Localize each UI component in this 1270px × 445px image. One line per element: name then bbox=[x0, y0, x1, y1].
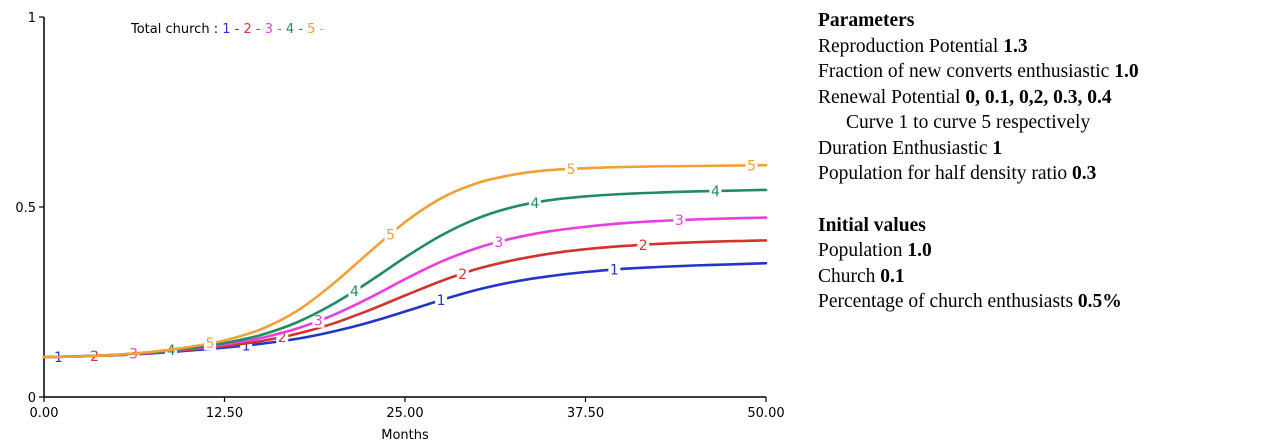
initial-label: Percentage of church enthusiasts bbox=[818, 291, 1074, 312]
initial-value: 1.0 bbox=[907, 240, 932, 261]
curve-label-bg bbox=[565, 161, 578, 176]
curve-label-5: 5 bbox=[567, 162, 576, 178]
series-line-4 bbox=[42, 188, 768, 359]
initial-label: Church bbox=[818, 265, 876, 287]
curve-label-1: 1 bbox=[242, 338, 251, 354]
line-chart: 0 0.5 1 0.00 12.50 25.00 37.50 50.00 Months 1 1 1 1… bbox=[15, 11, 784, 443]
curve-label-bg bbox=[492, 234, 505, 250]
curve-label-bg bbox=[348, 282, 361, 298]
series-line-3 bbox=[42, 216, 768, 359]
chart-legend: Total church : 1 - 2 - 3 - 4 - 5 - bbox=[130, 22, 325, 37]
legend-entry-4: 4 - bbox=[286, 22, 307, 37]
y-tick-label: 1 bbox=[28, 11, 36, 26]
legend-text: Total church : 1 - 2 - 3 - 4 - 5 - bbox=[130, 22, 325, 37]
curve-label-1: 1 bbox=[437, 293, 446, 309]
param-reproduction-potential: Reproduction Potential 1.3 bbox=[818, 34, 1258, 60]
y-tick-label: 0.5 bbox=[15, 201, 36, 216]
param-label: Fraction of new converts enthusiastic bbox=[818, 61, 1110, 82]
curve-label-bg bbox=[709, 182, 722, 198]
curve-label-4: 4 bbox=[167, 343, 176, 359]
param-label: Population for half density ratio bbox=[818, 163, 1068, 184]
initial-value: 0.1 bbox=[880, 265, 905, 287]
legend-entry-5: 5 - bbox=[307, 22, 324, 37]
param-half-density: Population for half density ratio 0.3 bbox=[818, 161, 1258, 187]
curve-label-3: 3 bbox=[494, 235, 503, 251]
curve-label-2: 2 bbox=[458, 267, 467, 283]
curve-label-5: 5 bbox=[206, 336, 215, 352]
curve-label-bg bbox=[637, 236, 650, 252]
legend-entry-3: 3 - bbox=[265, 22, 286, 37]
curve-label-1: 1 bbox=[610, 263, 619, 279]
series-line-1 bbox=[42, 261, 768, 359]
legend-entry-1: 1 - bbox=[222, 22, 243, 37]
param-label: Reproduction Potential bbox=[818, 35, 999, 57]
param-value: 0, 0.1, 0,2, 0.3, 0.4 bbox=[965, 86, 1112, 108]
curve-label-4: 4 bbox=[530, 196, 539, 212]
curve-label-bg bbox=[673, 212, 686, 228]
curve-label-3: 3 bbox=[314, 314, 323, 330]
parameters-panel: Parameters Reproduction Potential 1.3 Fr… bbox=[818, 8, 1258, 315]
curve-label-bg bbox=[528, 194, 541, 210]
series-line-5 bbox=[42, 163, 768, 359]
curve-label-bg bbox=[435, 292, 448, 308]
renewal-note: Curve 1 to curve 5 respectively bbox=[846, 112, 1091, 133]
x-tick-label: 0.00 bbox=[30, 406, 59, 421]
x-tick-label: 25.00 bbox=[386, 406, 423, 421]
param-value: 1.3 bbox=[1003, 35, 1028, 57]
param-fraction-enthusiastic: Fraction of new converts enthusiastic 1.… bbox=[818, 59, 1258, 85]
initial-value: 0.5% bbox=[1077, 291, 1122, 312]
param-value: 1.0 bbox=[1114, 61, 1139, 82]
param-label: Renewal Potential bbox=[818, 86, 961, 108]
param-label: Duration Enthusiastic bbox=[818, 137, 988, 159]
param-value: 0.3 bbox=[1072, 163, 1097, 184]
curve-label-4: 4 bbox=[350, 284, 359, 300]
x-tick-label: 37.50 bbox=[567, 406, 604, 421]
curve-label-bg bbox=[456, 265, 469, 281]
initial-enthusiasts: Percentage of church enthusiasts 0.5% bbox=[818, 289, 1258, 315]
param-value: 1 bbox=[992, 137, 1003, 159]
initial-population: Population 1.0 bbox=[818, 238, 1258, 264]
curve-label-2: 2 bbox=[639, 238, 648, 254]
curve-label-bg bbox=[384, 226, 397, 242]
legend-entry-2: 2 - bbox=[243, 22, 264, 37]
param-renewal-potential: Renewal Potential 0, 0.1, 0,2, 0.3, 0.4 bbox=[818, 85, 1258, 111]
parameters-heading: Parameters bbox=[818, 10, 915, 31]
initial-church: Church 0.1 bbox=[818, 264, 1258, 290]
chart-axes: 0 0.5 1 0.00 12.50 25.00 37.50 50.00 Months bbox=[15, 11, 784, 443]
curve-label-5: 5 bbox=[747, 158, 756, 174]
curve-label-2: 2 bbox=[278, 330, 287, 346]
curve-label-4: 4 bbox=[711, 184, 720, 200]
curve-label-5: 5 bbox=[386, 227, 395, 243]
curve-label-bg bbox=[204, 335, 217, 351]
curve-label-bg bbox=[745, 157, 758, 173]
x-tick-label: 50.00 bbox=[747, 406, 784, 421]
initial-label: Population bbox=[818, 240, 903, 261]
param-duration-enthusiastic: Duration Enthusiastic 1 bbox=[818, 136, 1258, 162]
curve-label-bg bbox=[312, 312, 325, 328]
curve-label-3: 3 bbox=[675, 213, 684, 229]
initial-values-heading: Initial values bbox=[818, 214, 926, 236]
x-axis-title: Months bbox=[381, 428, 429, 443]
y-tick-label: 0 bbox=[28, 391, 36, 406]
x-tick-label: 12.50 bbox=[206, 406, 243, 421]
curve-label-bg bbox=[608, 261, 621, 277]
legend-title: Total church : bbox=[130, 22, 222, 37]
